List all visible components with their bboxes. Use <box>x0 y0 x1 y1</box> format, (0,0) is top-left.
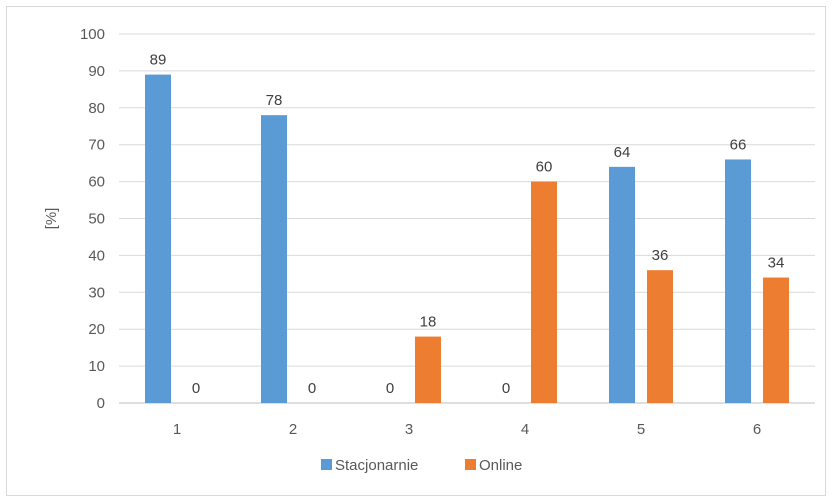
y-axis-ticks: 0 10 20 30 40 50 60 70 80 90 100 <box>80 26 105 412</box>
data-label: 18 <box>420 314 437 331</box>
data-label: 64 <box>614 144 631 161</box>
legend-label: Online <box>479 457 522 474</box>
legend-swatch <box>321 459 332 470</box>
data-label: 0 <box>308 380 316 397</box>
y-tick-label: 10 <box>88 358 105 375</box>
y-tick-label: 90 <box>88 63 105 80</box>
bar-stacjonarnie-6 <box>725 159 751 403</box>
legend-label: Stacjonarnie <box>335 457 418 474</box>
y-tick-label: 100 <box>80 26 105 43</box>
bar-stacjonarnie-5 <box>609 166 635 403</box>
y-tick-label: 30 <box>88 284 105 301</box>
y-tick-label: 70 <box>88 137 105 154</box>
data-label: 89 <box>150 52 167 69</box>
data-labels: 89 0 78 0 0 18 0 60 64 36 66 34 <box>150 52 785 397</box>
x-tick-label: 1 <box>173 421 181 438</box>
x-tick-label: 5 <box>637 421 645 438</box>
bar-online-5 <box>647 270 673 403</box>
bar-stacjonarnie-1 <box>145 74 171 403</box>
y-tick-label: 50 <box>88 211 105 228</box>
data-label: 0 <box>192 380 200 397</box>
x-tick-label: 3 <box>405 421 413 438</box>
y-axis-title: [%] <box>43 208 60 230</box>
y-tick-label: 0 <box>97 395 105 412</box>
bars <box>145 74 789 404</box>
data-label: 60 <box>536 159 553 176</box>
data-label: 34 <box>768 255 785 272</box>
gridlines <box>119 33 815 404</box>
data-label: 78 <box>266 92 283 109</box>
bar-online-4 <box>531 181 557 403</box>
bar-stacjonarnie-2 <box>261 115 287 404</box>
legend-swatch <box>465 459 476 470</box>
y-tick-label: 80 <box>88 100 105 117</box>
x-tick-label: 6 <box>753 421 761 438</box>
legend-item-online: Online <box>465 457 522 474</box>
data-label: 0 <box>386 380 394 397</box>
data-label: 66 <box>730 136 747 153</box>
data-label: 36 <box>652 247 669 264</box>
x-tick-label: 2 <box>289 421 297 438</box>
bar-online-6 <box>763 277 789 403</box>
legend-item-stacjonarnie: Stacjonarnie <box>321 457 418 474</box>
data-label: 0 <box>502 380 510 397</box>
y-tick-label: 40 <box>88 247 105 264</box>
x-axis-ticks: 1 2 3 4 5 6 <box>173 421 761 438</box>
chart-frame <box>6 6 826 496</box>
bar-online-3 <box>415 336 441 403</box>
y-tick-label: 60 <box>88 174 105 191</box>
x-tick-label: 4 <box>521 421 529 438</box>
y-tick-label: 20 <box>88 321 105 338</box>
legend: Stacjonarnie Online <box>321 457 522 474</box>
